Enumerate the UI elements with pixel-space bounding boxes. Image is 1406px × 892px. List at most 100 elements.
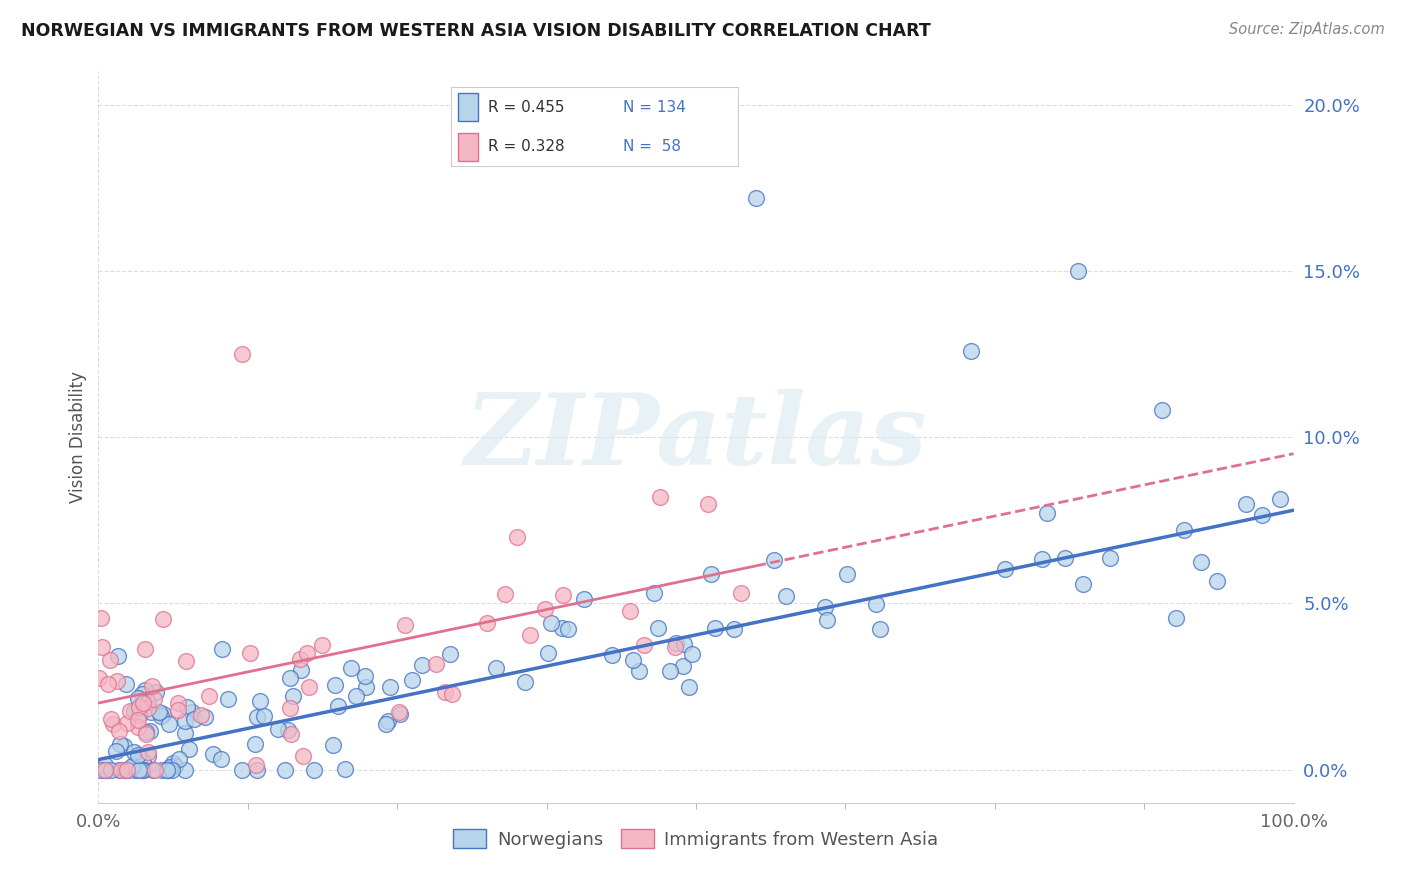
Point	[231, 763, 253, 777]
Point	[1031, 552, 1053, 566]
Point	[278, 701, 301, 715]
Point	[433, 685, 456, 699]
Point	[835, 567, 858, 582]
Legend: Norwegians, Immigrants from Western Asia: Norwegians, Immigrants from Western Asia	[446, 822, 946, 856]
Point	[190, 707, 212, 722]
Point	[104, 744, 127, 758]
Point	[1205, 574, 1227, 588]
Point	[110, 737, 132, 751]
Point	[114, 763, 136, 777]
Point	[267, 722, 290, 736]
Point	[297, 680, 319, 694]
Point	[117, 763, 139, 777]
Point	[551, 621, 574, 635]
Point	[148, 705, 170, 719]
Point	[135, 693, 157, 707]
Point	[344, 689, 367, 703]
Point	[730, 586, 752, 600]
Point	[377, 714, 399, 728]
Point	[167, 696, 190, 710]
Point	[356, 680, 378, 694]
Point	[159, 760, 181, 774]
Point	[165, 759, 187, 773]
Point	[134, 641, 156, 656]
Point	[108, 763, 131, 777]
Point	[340, 661, 363, 675]
Point	[633, 638, 655, 652]
Point	[519, 628, 541, 642]
Point	[121, 759, 143, 773]
Point	[723, 623, 745, 637]
Point	[658, 664, 681, 678]
Point	[167, 752, 190, 766]
Point	[90, 640, 112, 654]
Point	[98, 653, 121, 667]
Point	[101, 716, 124, 731]
Point	[122, 760, 145, 774]
Point	[166, 703, 188, 717]
Point	[107, 649, 129, 664]
Point	[131, 751, 153, 765]
Point	[136, 701, 159, 715]
Point	[93, 757, 115, 772]
Point	[647, 621, 669, 635]
Point	[139, 724, 162, 739]
Point	[135, 727, 157, 741]
Point	[94, 763, 117, 777]
Point	[278, 671, 301, 685]
Point	[643, 586, 665, 600]
Point	[650, 490, 672, 504]
Point	[628, 664, 651, 678]
Point	[136, 745, 159, 759]
Point	[131, 687, 153, 701]
Point	[124, 763, 146, 777]
Point	[1251, 508, 1274, 522]
Point	[700, 567, 723, 582]
Point	[246, 710, 269, 724]
Point	[378, 681, 401, 695]
Point	[681, 647, 703, 661]
Point	[551, 588, 574, 602]
Point	[132, 755, 155, 769]
Point	[1071, 577, 1094, 591]
Point	[179, 742, 201, 756]
Point	[274, 763, 297, 777]
Point	[211, 642, 233, 657]
Point	[619, 605, 641, 619]
Point	[1152, 403, 1174, 417]
Point	[127, 747, 149, 762]
Point	[115, 677, 138, 691]
Point	[494, 587, 516, 601]
Point	[157, 716, 180, 731]
Point	[557, 622, 579, 636]
Point	[1099, 551, 1122, 566]
Point	[174, 714, 197, 728]
Point	[869, 623, 891, 637]
Point	[128, 763, 150, 777]
Point	[253, 709, 276, 723]
Point	[673, 637, 696, 651]
Point	[697, 497, 720, 511]
Point	[108, 724, 131, 739]
Point	[1067, 264, 1090, 278]
Point	[664, 640, 686, 655]
Point	[534, 602, 557, 616]
Point	[280, 727, 302, 741]
Point	[439, 647, 461, 661]
Point	[600, 648, 623, 663]
Point	[506, 530, 529, 544]
Point	[143, 691, 166, 706]
Point	[231, 347, 253, 361]
Point	[181, 706, 204, 720]
Point	[129, 754, 152, 768]
Y-axis label: Vision Disability: Vision Disability	[69, 371, 87, 503]
Point	[115, 716, 138, 731]
Point	[90, 610, 112, 624]
Point	[994, 562, 1017, 576]
Point	[425, 657, 447, 672]
Point	[174, 654, 197, 668]
Point	[1173, 523, 1195, 537]
Point	[621, 653, 644, 667]
Point	[127, 714, 149, 728]
Point	[333, 762, 356, 776]
